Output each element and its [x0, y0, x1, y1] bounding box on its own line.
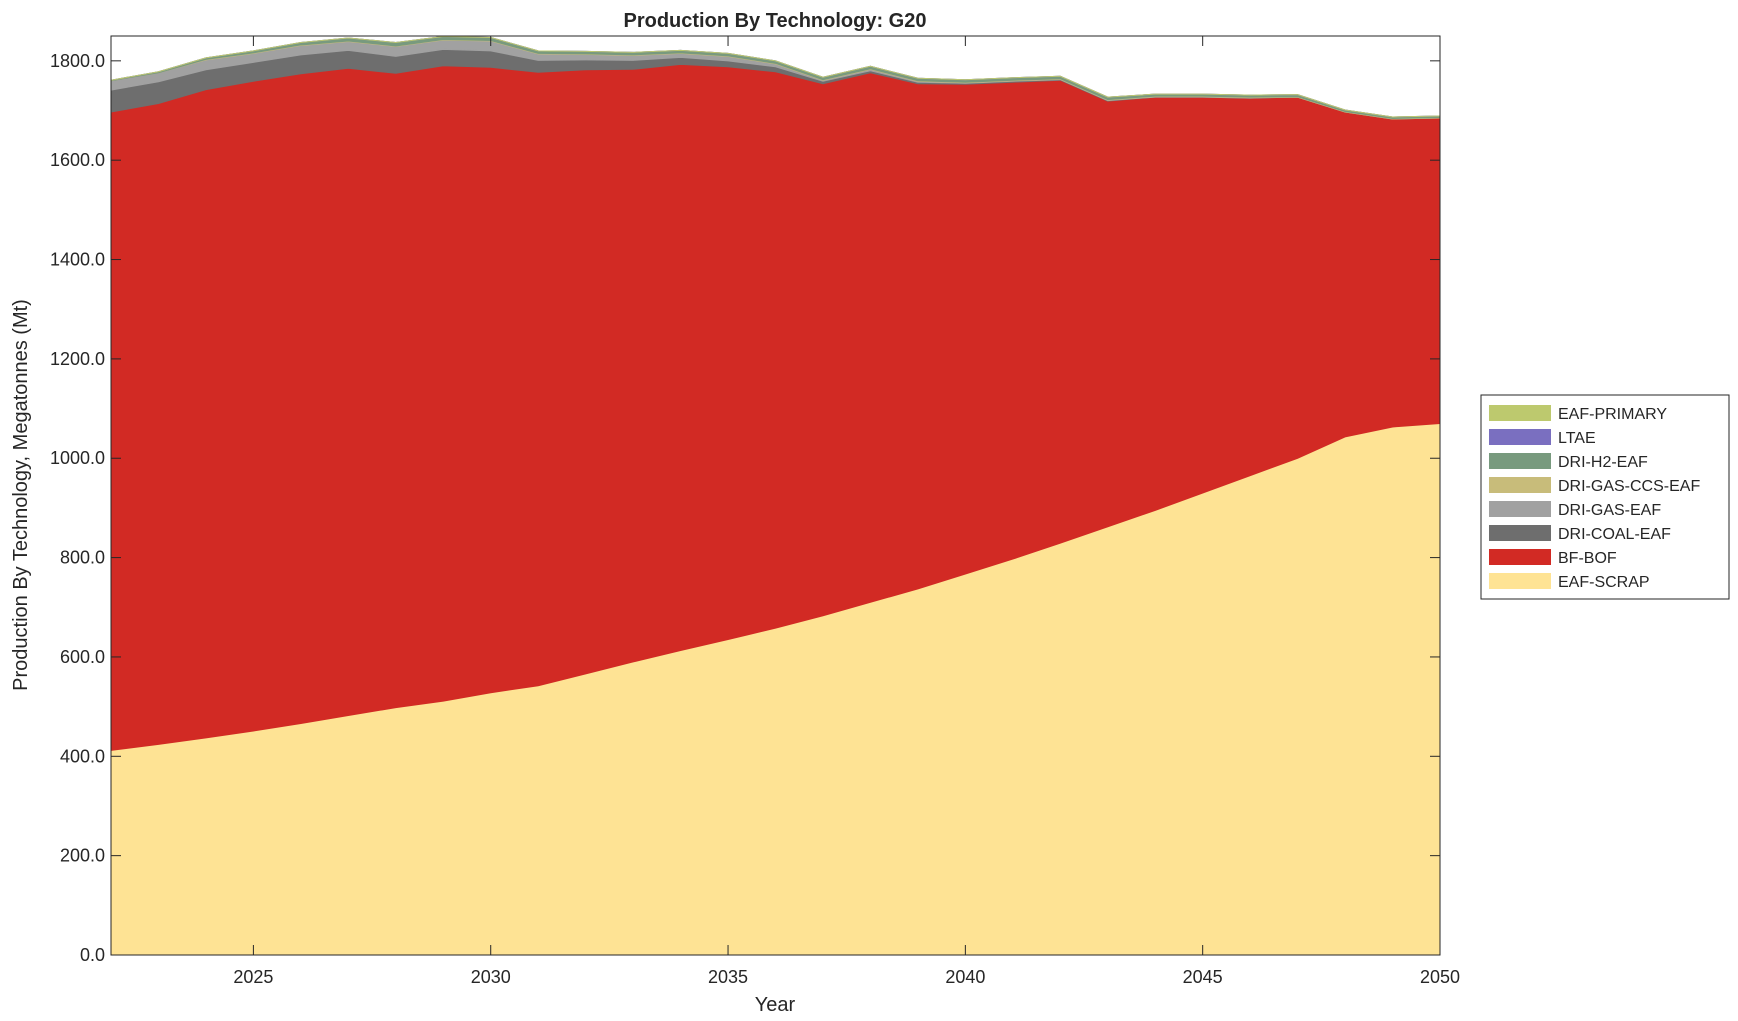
legend-label-dri-gas-ccs-eaf: DRI-GAS-CCS-EAF: [1558, 478, 1700, 495]
legend-label-dri-h2-eaf: DRI-H2-EAF: [1558, 454, 1648, 471]
legend-label-bf-bof: BF-BOF: [1558, 550, 1617, 567]
legend-label-ltae: LTAE: [1558, 430, 1596, 447]
x-tick-label: 2030: [471, 967, 511, 987]
legend-label-eaf-primary: EAF-PRIMARY: [1558, 406, 1667, 423]
legend-swatch-dri-gas-ccs-eaf: [1489, 477, 1551, 493]
legend-swatch-bf-bof: [1489, 549, 1551, 565]
y-axis: 0.0 200.0 400.0 600.0 800.0 1000.0 1200.0 1400.…: [50, 51, 1440, 965]
legend-swatch-eaf-scrap: [1489, 573, 1551, 589]
legend-swatch-dri-coal-eaf: [1489, 525, 1551, 541]
y-tick-label: 600.0: [60, 647, 105, 667]
legend-swatch-dri-h2-eaf: [1489, 453, 1551, 469]
y-tick-label: 1200.0: [50, 349, 105, 369]
y-tick-label: 400.0: [60, 746, 105, 766]
legend-label-eaf-scrap: EAF-SCRAP: [1558, 574, 1650, 591]
area-series-group: [111, 36, 1440, 955]
y-axis-label: Production By Technology, Megatonnes (Mt…: [10, 299, 32, 691]
legend-label-dri-coal-eaf: DRI-COAL-EAF: [1558, 526, 1671, 543]
x-axis-label: Year: [755, 994, 796, 1016]
legend: EAF-PRIMARY LTAE DRI-H2-EAF DRI-GAS-CCS-EAF…: [1480, 394, 1730, 600]
legend-swatch-eaf-primary: [1489, 405, 1551, 421]
chart-title: Production By Technology: G20: [624, 10, 927, 32]
y-tick-label: 1600.0: [50, 150, 105, 170]
x-tick-label: 2050: [1420, 967, 1460, 987]
legend-swatch-ltae: [1489, 429, 1551, 445]
x-tick-label: 2025: [233, 967, 273, 987]
legend-box: [1480, 394, 1730, 600]
area-eaf-primary: [111, 36, 1440, 118]
x-tick-label: 2040: [945, 967, 985, 987]
y-tick-label: 200.0: [60, 846, 105, 866]
x-tick-label: 2035: [708, 967, 748, 987]
legend-label-dri-gas-eaf: DRI-GAS-EAF: [1558, 502, 1661, 519]
y-tick-label: 1800.0: [50, 51, 105, 71]
y-tick-label: 0.0: [80, 945, 105, 965]
y-tick-label: 800.0: [60, 548, 105, 568]
x-tick-label: 2045: [1183, 967, 1223, 987]
plot-frame: [110, 35, 1441, 956]
legend-swatch-dri-gas-eaf: [1489, 501, 1551, 517]
x-axis: 2025 2030 2035 2040 2045 2050: [233, 36, 1460, 987]
y-tick-label: 1400.0: [50, 250, 105, 270]
y-tick-label: 1000.0: [50, 448, 105, 468]
